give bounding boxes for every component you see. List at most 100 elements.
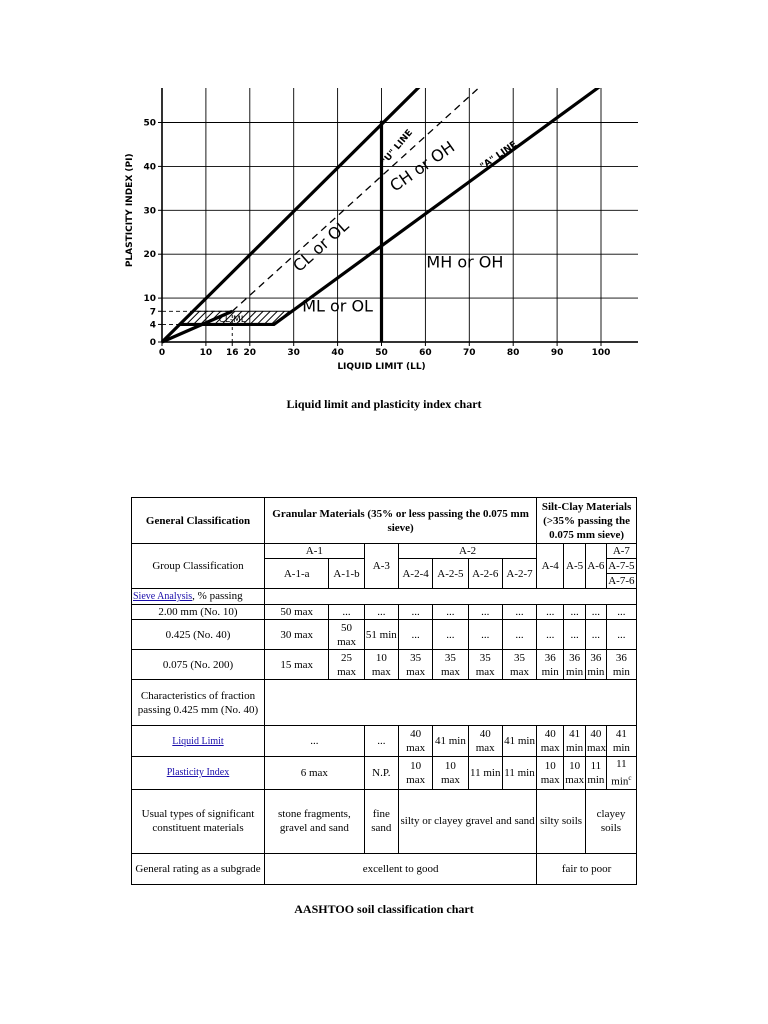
granular-materials-header: Granular Materials (35% or less passing …: [263, 497, 538, 544]
general-classification-header: General Classification: [131, 497, 265, 544]
table-cell: ...: [467, 619, 503, 650]
rating-fair-poor: fair to poor: [536, 852, 637, 885]
upper-boundary-line: [160, 88, 421, 344]
table-cell: 36 min: [605, 649, 638, 680]
group-a75: A-7-5: [605, 558, 638, 574]
table-cell: ...: [585, 604, 607, 620]
x-tick-label: 70: [463, 348, 476, 358]
zone-label: CL-ML: [219, 315, 246, 325]
group-a1: A-1: [263, 543, 365, 559]
plasticity-index-label: Plasticity Index: [131, 756, 265, 790]
table-cell: 10 max: [563, 756, 586, 790]
no40-label: 0.425 (No. 40): [131, 619, 265, 650]
table-cell: 11 min: [501, 756, 538, 790]
constituent-fine-sand: fine sand: [363, 788, 399, 854]
a-line: [179, 88, 601, 327]
group-a1b: A-1-b: [328, 558, 365, 589]
table-row: Liquid Limit ...... 40 max 41 min 40 max 41 …: [131, 725, 638, 757]
table-row: General Classification Granular Material…: [131, 497, 637, 544]
liquid-limit-link[interactable]: Liquid Limit: [172, 735, 224, 747]
group-a6: A-6: [585, 543, 607, 589]
table-row: Group Classification A-1 A-3 A-2 A-4 A-5…: [131, 543, 638, 589]
table-cell: 40 max: [536, 725, 565, 757]
table-cell: 41 min: [432, 725, 469, 757]
table-cell: ...: [605, 604, 638, 620]
table-cell: ...: [563, 619, 586, 650]
x-tick-label: 0: [159, 348, 165, 358]
plasticity-chart-svg: 0 10 16 20 30 40 50 60 70 80 90 100 0 4 7 10 20 30 40 50 LIQ…: [125, 88, 638, 372]
table-cell: ...: [432, 619, 469, 650]
table-cell: ...: [397, 604, 434, 620]
plasticity-index-link[interactable]: Plasticity Index: [166, 767, 230, 779]
table-cell: 10 max: [363, 649, 399, 680]
table-row: Sieve Analysis, % passing: [131, 588, 638, 605]
table-cell: 10 max: [397, 756, 434, 790]
rating-excellent-good: excellent to good: [263, 852, 538, 885]
constituent-silty-soils: silty soils: [536, 788, 586, 854]
table-cell: ...: [536, 619, 565, 650]
group-classification-label: Group Classification: [131, 543, 265, 589]
group-a7: A-7: [605, 543, 638, 559]
table-cell: 50 max: [263, 604, 330, 620]
table-row: 0.075 (No. 200) 15 max 25 max 10 max 35 max…: [131, 649, 638, 680]
table-cell: ...: [467, 604, 503, 620]
characteristics-blank: [263, 679, 638, 726]
table-cell: 30 max: [263, 619, 330, 650]
x-tick-label: 90: [551, 348, 564, 358]
constituent-silty-clayey-gravel: silty or clayey gravel and sand: [397, 788, 538, 854]
y-tick-label: 20: [143, 250, 156, 260]
sieve-analysis-link[interactable]: Sieve Analysis: [133, 591, 193, 602]
table-cell: 35 max: [467, 649, 503, 680]
table-cell: ...: [432, 604, 469, 620]
y-tick-label: 50: [143, 119, 156, 129]
table-cell: ...: [363, 725, 399, 757]
zone-label: MH or OH: [426, 252, 503, 271]
group-a25: A-2-5: [432, 558, 469, 589]
table-cell: ...: [563, 604, 586, 620]
table-cell: 35 max: [501, 649, 538, 680]
y-tick-label: 7: [150, 307, 156, 317]
group-a3: A-3: [363, 543, 399, 589]
y-axis-label: PLASTICITY INDEX (PI): [125, 153, 135, 267]
subgrade-rating-label: General rating as a subgrade: [131, 852, 265, 885]
table-cell: ...: [585, 619, 607, 650]
table-cell: 15 max: [263, 649, 330, 680]
sieve-analysis-label: Sieve Analysis, % passing: [131, 588, 265, 605]
x-tick-label: 16: [226, 348, 239, 358]
table-cell: 35 max: [432, 649, 469, 680]
table-cell: 50 max: [328, 619, 365, 650]
no10-label: 2.00 mm (No. 10): [131, 604, 265, 620]
table-cell: 40 max: [467, 725, 503, 757]
table-cell: 36 min: [536, 649, 565, 680]
x-tick-label: 20: [244, 348, 257, 358]
table-cell: 10 max: [536, 756, 565, 790]
table-row: Usual types of significant constituent m…: [131, 788, 637, 854]
y-tick-label: 40: [143, 162, 156, 172]
group-a76: A-7-6: [605, 573, 638, 589]
plot-frame: [161, 88, 638, 343]
zone-label: ML or OL: [302, 296, 373, 315]
group-a27: A-2-7: [501, 558, 538, 589]
characteristics-label: Characteristics of fraction passing 0.42…: [131, 679, 265, 726]
group-a26: A-2-6: [467, 558, 503, 589]
group-a1a: A-1-a: [263, 558, 330, 589]
y-tick-label: 4: [150, 320, 156, 330]
constituent-clayey-soils: clayey soils: [585, 788, 637, 854]
table-cell: 36 min: [563, 649, 586, 680]
table-cell: 10 max: [432, 756, 469, 790]
x-tick-label: 40: [331, 348, 344, 358]
table-cell: 11 min: [467, 756, 503, 790]
table-cell: ...: [501, 604, 538, 620]
y-tick-label: 0: [150, 338, 156, 348]
constituents-label: Usual types of significant constituent m…: [131, 788, 265, 854]
table-cell: 25 max: [328, 649, 365, 680]
table-cell: 36 min: [585, 649, 607, 680]
x-tick-label: 50: [375, 348, 388, 358]
table-cell: 40 max: [585, 725, 607, 757]
table-cell: 35 max: [397, 649, 434, 680]
x-tick-label: 60: [419, 348, 432, 358]
x-tick-label: 100: [592, 348, 611, 358]
table-cell: 11 minc: [605, 756, 638, 790]
silt-clay-header: Silt-Clay Materials (>35% passing the 0.…: [536, 497, 637, 544]
zone-label: "U" LINE: [380, 128, 415, 167]
